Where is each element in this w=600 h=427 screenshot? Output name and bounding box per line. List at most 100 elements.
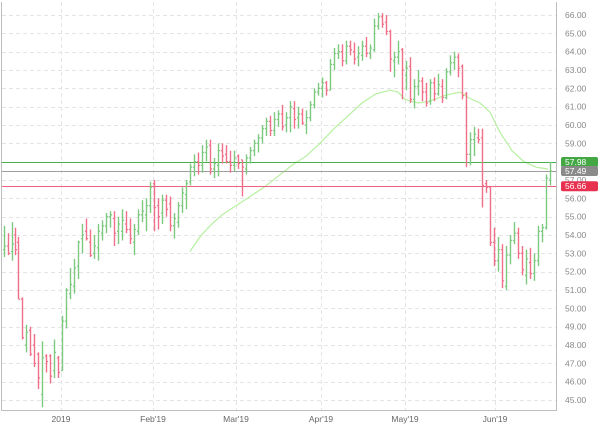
y-tick-label: 56.00 bbox=[565, 193, 587, 203]
ohlc-bar bbox=[388, 29, 393, 72]
moving-average-path bbox=[189, 89, 549, 252]
y-tick-label: 60.00 bbox=[565, 120, 587, 130]
x-tick-label: May'19 bbox=[391, 414, 418, 424]
ohlc-bar bbox=[492, 227, 497, 267]
ohlc-bar bbox=[456, 53, 461, 78]
ohlc-bar bbox=[356, 46, 361, 67]
ohlc-bar bbox=[164, 194, 169, 217]
ohlc-bar bbox=[296, 106, 301, 129]
ohlc-bar bbox=[432, 77, 437, 102]
ohlc-bar bbox=[168, 196, 173, 232]
ohlc-bar bbox=[140, 200, 145, 223]
svg-text:57.49: 57.49 bbox=[565, 166, 587, 176]
ohlc-bar bbox=[328, 59, 333, 91]
ohlc-bar bbox=[272, 112, 277, 136]
ohlc-bar bbox=[540, 224, 545, 243]
ohlc-bar bbox=[324, 81, 329, 96]
ohlc-bar bbox=[528, 247, 533, 279]
ohlc-bar bbox=[136, 209, 141, 235]
ohlc-bar bbox=[60, 315, 65, 372]
ohlc-bar bbox=[344, 40, 349, 65]
ohlc-bar bbox=[48, 354, 53, 384]
ohlc-bar bbox=[10, 222, 15, 261]
ohlc-bar bbox=[244, 154, 249, 175]
y-tick-label: 64.00 bbox=[565, 47, 587, 57]
ohlc-bar bbox=[372, 18, 377, 52]
ohlc-bar bbox=[484, 180, 489, 193]
ohlc-bar bbox=[336, 44, 341, 59]
ohlc-bar bbox=[340, 44, 345, 67]
ohlc-bar bbox=[464, 92, 469, 168]
ohlc-bar bbox=[88, 229, 93, 257]
ohlc-bar bbox=[196, 152, 201, 175]
ohlc-bar bbox=[480, 128, 485, 208]
y-tick-label: 52.00 bbox=[565, 267, 587, 277]
ohlc-bar bbox=[544, 174, 549, 230]
ohlc-bar bbox=[444, 68, 449, 100]
ohlc-bar bbox=[228, 150, 233, 173]
ohlc-bar bbox=[72, 258, 77, 294]
ohlc-bar bbox=[428, 79, 433, 105]
ohlc-bar bbox=[172, 213, 177, 239]
ohlc-bar bbox=[276, 110, 281, 127]
ohlc-bar bbox=[40, 341, 45, 408]
ohlc-bar bbox=[252, 139, 257, 157]
ohlc-bar bbox=[448, 55, 453, 76]
ohlc-bar bbox=[224, 145, 229, 164]
ohlc-bar bbox=[520, 246, 525, 276]
ohlc-bar bbox=[148, 181, 153, 213]
horizontal-level-lines bbox=[2, 162, 556, 187]
ohlc-bar bbox=[304, 110, 309, 135]
ohlc-bar bbox=[220, 143, 225, 164]
ohlc-bar bbox=[280, 104, 285, 131]
ohlc-bar bbox=[144, 198, 149, 232]
ohlc-bar bbox=[116, 216, 121, 245]
ohlc-bar bbox=[360, 40, 365, 61]
ohlc-bar bbox=[408, 57, 413, 103]
x-tick-label: Feb'19 bbox=[140, 414, 166, 424]
ohlc-bar bbox=[400, 48, 405, 100]
ohlc-bar bbox=[36, 352, 41, 389]
ohlc-bar bbox=[392, 51, 397, 78]
svg-text:56.66: 56.66 bbox=[565, 181, 587, 191]
ohlc-bar bbox=[268, 115, 273, 136]
ohlc-bar bbox=[384, 15, 389, 36]
y-tick-label: 63.00 bbox=[565, 65, 587, 75]
ohlc-bar bbox=[92, 235, 97, 259]
ohlc-bar bbox=[312, 88, 317, 109]
ohlc-bar bbox=[128, 218, 133, 245]
ohlc-bar bbox=[216, 143, 221, 177]
ohlc-bar bbox=[84, 218, 89, 241]
ohlc-bar bbox=[300, 108, 305, 125]
ohlc-bar bbox=[104, 213, 109, 234]
ohlc-bar bbox=[120, 209, 125, 241]
ohlc-bar bbox=[348, 40, 353, 56]
ohlc-bar bbox=[96, 224, 101, 261]
ohlc-bar bbox=[108, 211, 113, 228]
ohlc-bar bbox=[460, 64, 465, 100]
ohlc-bar bbox=[352, 42, 357, 65]
ohlc-bar bbox=[452, 51, 457, 70]
level-lower-badge: 56.66 bbox=[561, 181, 598, 192]
y-tick-label: 50.00 bbox=[565, 303, 587, 313]
ohlc-bar bbox=[396, 40, 401, 65]
ohlc-bar bbox=[80, 224, 85, 254]
ohlc-bar bbox=[548, 162, 553, 186]
ohlc-bar bbox=[440, 79, 445, 103]
ohlc-bar bbox=[132, 224, 137, 256]
moving-average-line bbox=[189, 89, 549, 252]
ohlc-bar bbox=[76, 240, 81, 279]
ohlc-bar bbox=[380, 13, 385, 28]
ohlc-bar bbox=[424, 82, 429, 107]
ohlc-bar bbox=[316, 82, 321, 96]
ohlc-bar bbox=[160, 194, 165, 224]
y-tick-label: 45.00 bbox=[565, 395, 587, 405]
ohlc-bar bbox=[184, 180, 189, 210]
level-upper-badge: 57.98 bbox=[561, 157, 598, 168]
ohlc-bar bbox=[6, 233, 11, 256]
ohlc-bar bbox=[524, 249, 529, 285]
y-tick-label: 66.00 bbox=[565, 10, 587, 20]
ohlc-bar bbox=[420, 77, 425, 102]
ohlc-bar bbox=[44, 354, 49, 373]
